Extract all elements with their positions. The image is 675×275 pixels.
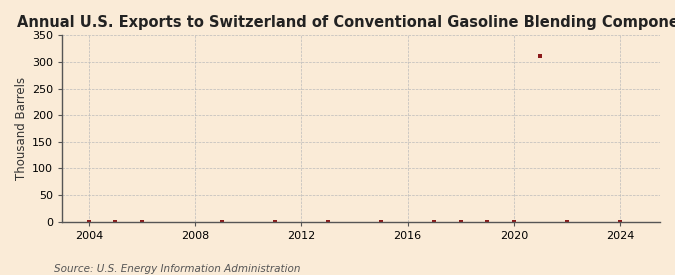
- Y-axis label: Thousand Barrels: Thousand Barrels: [15, 77, 28, 180]
- Title: Annual U.S. Exports to Switzerland of Conventional Gasoline Blending Components: Annual U.S. Exports to Switzerland of Co…: [17, 15, 675, 30]
- Text: Source: U.S. Energy Information Administration: Source: U.S. Energy Information Administ…: [54, 264, 300, 274]
